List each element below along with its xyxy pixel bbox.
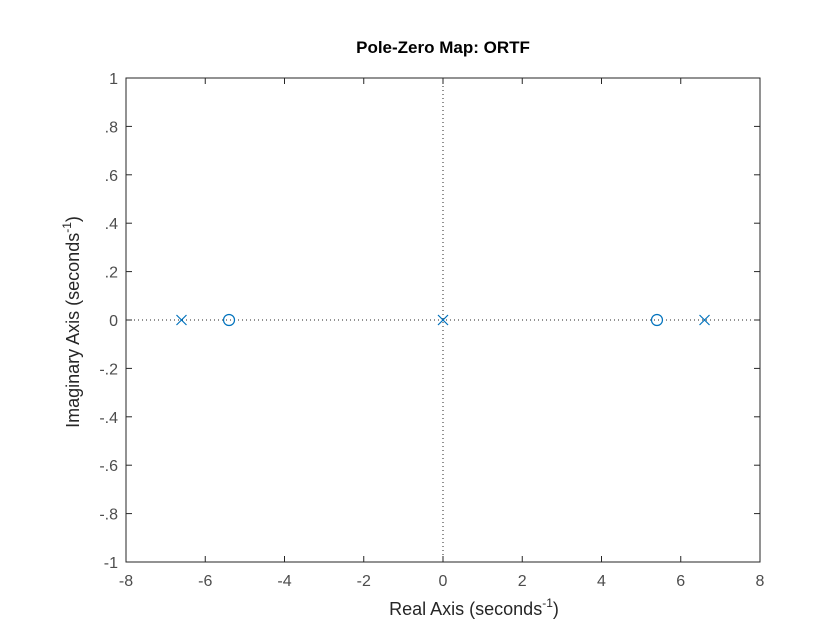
- zero-marker: [650, 313, 664, 327]
- x-tick-label: 2: [518, 573, 527, 590]
- x-tick-label: -6: [198, 573, 212, 590]
- y-tick-label: .2: [105, 265, 118, 282]
- x-tick-label: -4: [277, 573, 291, 590]
- x-tick-label: 8: [756, 573, 765, 590]
- pole-marker-stroke: [176, 314, 187, 326]
- y-tick-label: 0: [109, 313, 118, 330]
- zero-marker: [222, 313, 236, 327]
- pole-marker-stroke: [437, 314, 449, 326]
- y-tick-label: .8: [105, 119, 118, 136]
- y-axis-label-text: Imaginary Axis (seconds: [63, 233, 83, 428]
- y-axis-label-suffix: ): [63, 216, 83, 222]
- y-tick-label: -.4: [99, 410, 118, 427]
- x-tick-label: -8: [119, 573, 133, 590]
- y-tick-label: -1: [104, 555, 118, 572]
- x-tick-label: -2: [357, 573, 371, 590]
- x-tick-label: 6: [676, 573, 685, 590]
- x-tick-label: 4: [597, 573, 606, 590]
- pole-marker-stroke: [699, 314, 710, 326]
- chart-marks: [176, 313, 710, 327]
- y-axis-label: Imaginary Axis (seconds-1): [60, 216, 83, 428]
- y-axis-label-exponent: -1: [60, 222, 74, 233]
- y-tick-label: -.8: [99, 507, 118, 524]
- y-tick-label: -.2: [99, 361, 118, 378]
- y-tick-label: .4: [105, 216, 118, 233]
- x-axis-label-text: Real Axis (seconds: [389, 599, 542, 619]
- plot-frame: [125, 77, 761, 563]
- pole-marker: [176, 314, 187, 326]
- x-tick-label: 0: [439, 573, 448, 590]
- chart-title: Pole-Zero Map: ORTF: [356, 38, 530, 57]
- x-axis-label-exponent: -1: [542, 596, 553, 610]
- y-tick-label: .6: [105, 168, 118, 185]
- y-tick-label: -.6: [99, 458, 118, 475]
- pole-marker: [699, 314, 710, 326]
- tick-labels: -8 -6 -4 -2 0 2 4 6 8 -1 -.8 -.6 -.4 -.2 0 .2 .4 .6 .8 1: [99, 71, 764, 590]
- x-axis-label-suffix: ): [553, 599, 559, 619]
- pole-marker: [437, 314, 449, 326]
- x-axis-label: Real Axis (seconds-1): [389, 596, 559, 619]
- y-tick-label: 1: [109, 71, 118, 88]
